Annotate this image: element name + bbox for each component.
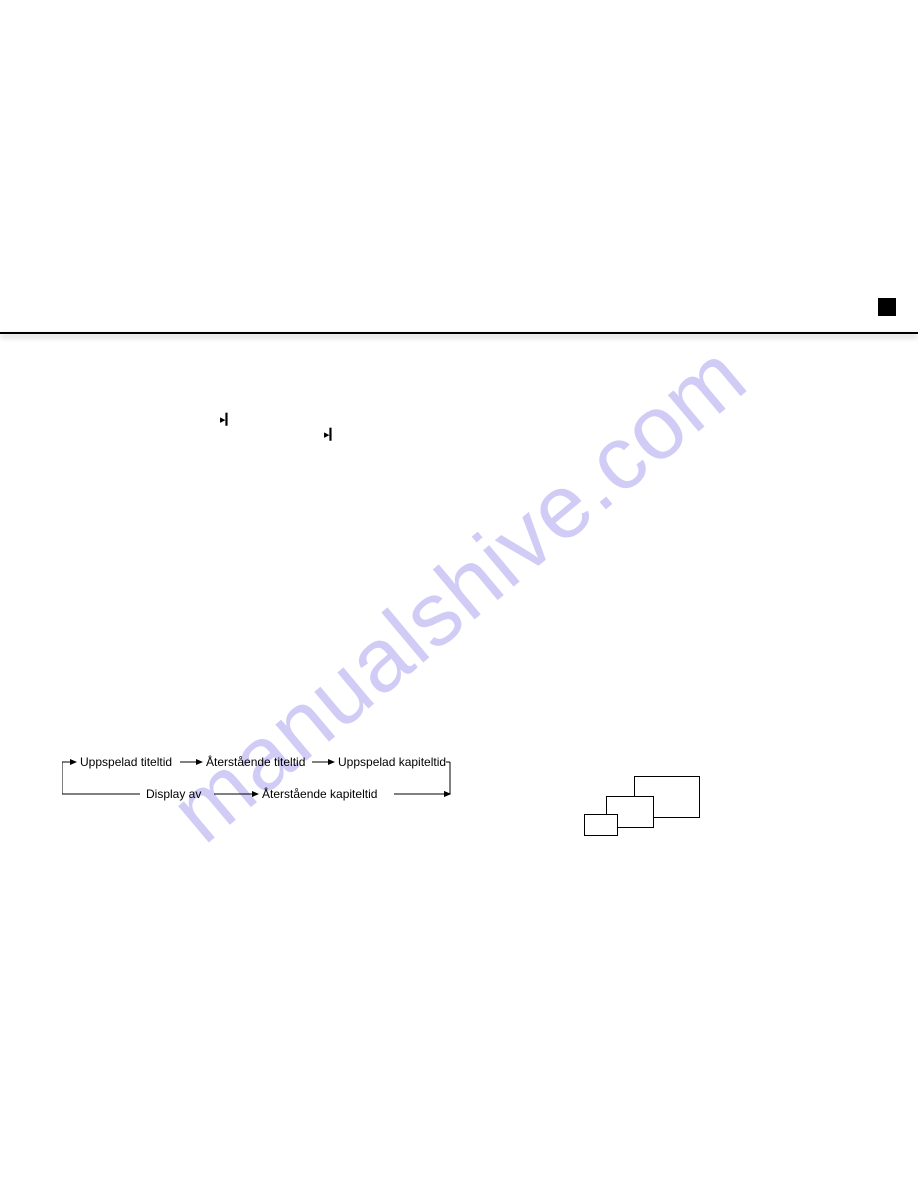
skip-forward-icon: ▸▎ [220, 413, 234, 426]
skip-forward-icon: ▸▎ [324, 428, 338, 441]
flow-label: Återstående kapiteltid [262, 786, 377, 801]
page-black-square [878, 298, 896, 316]
flow-label: Display av [146, 787, 201, 801]
page-horizontal-rule [0, 332, 918, 334]
flow-label: Uppspelad kapiteltid [338, 755, 446, 769]
flow-label: Återstående titeltid [206, 754, 305, 769]
flow-diagram: Uppspelad titeltid Återstående titeltid … [62, 754, 462, 811]
flow-diagram-svg: Uppspelad titeltid Återstående titeltid … [62, 754, 462, 808]
rect-small [584, 814, 618, 836]
flow-label: Uppspelad titeltid [80, 755, 172, 769]
